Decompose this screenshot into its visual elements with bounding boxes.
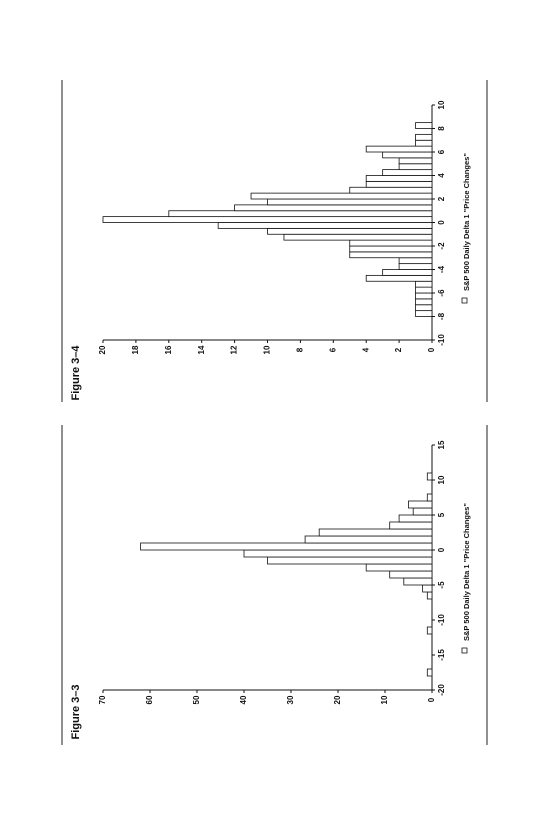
bar [412,507,433,516]
bar [382,151,433,159]
bar [349,239,433,247]
bar [403,577,433,586]
bar [243,549,433,558]
x-tick-label: -10 [437,614,446,626]
y-tick-label: 70 [98,695,107,704]
y-tick-label: 6 [328,347,337,352]
bar [398,163,433,171]
bar [415,133,433,141]
bar [250,192,433,200]
bar [382,169,433,176]
bar [318,528,433,537]
y-tick-label: 50 [192,695,201,704]
y-tick-label: 20 [98,345,107,354]
bar [267,556,433,565]
bar [349,245,433,253]
bar [389,570,433,579]
bar [382,269,433,276]
bar [415,122,433,129]
bar [365,563,433,572]
legend-marker [461,297,468,304]
y-tick-label: 40 [239,695,248,704]
bar [426,493,433,502]
x-tick-label: 15 [437,440,446,449]
chart-title: Figure 3–4 [70,345,82,401]
x-tick-label: 5 [437,512,446,517]
bar [365,175,433,182]
x-tick-label: 10 [437,475,446,484]
y-tick-label: 2 [394,347,403,352]
bar [349,186,433,194]
x-tick-label: 10 [437,100,446,109]
x-tick-label: -5 [437,581,446,589]
bar [349,251,433,259]
bar [283,233,433,241]
x-tick-label: -20 [437,684,446,696]
y-tick-label: 20 [333,695,342,704]
x-tick-label: 8 [437,126,446,131]
x-tick-label: -4 [437,265,446,273]
bar [415,292,433,300]
x-tick-label: -6 [437,289,446,297]
bar [426,626,433,635]
bar [415,139,433,147]
x-tick-label: 0 [437,220,446,225]
bar [102,216,433,223]
y-tick-label: 0 [427,697,436,702]
x-tick-label: 2 [437,196,446,201]
bar [267,198,433,206]
bar [415,298,433,306]
bar [365,145,433,153]
bar [168,210,433,218]
legend-label: S&P 500 Daily Delta 1 "Price Changes" [462,153,471,291]
y-tick-label: 14 [197,345,206,354]
x-tick-label: 6 [437,149,446,154]
bar [426,668,433,677]
y-tick-label: 18 [131,345,140,354]
y-tick-label: 8 [296,347,305,352]
bar [398,514,433,523]
y-tick-label: 10 [263,345,272,354]
y-tick-label: 30 [286,695,295,704]
x-tick-label: -15 [437,649,446,661]
bar [426,591,433,600]
legend-label: S&P 500 Daily Delta 1 "Price Changes" [462,503,471,641]
bar [422,584,433,593]
bar [415,304,433,312]
y-tick-label: 60 [145,695,154,704]
bar [398,263,433,270]
x-tick-label: -8 [437,312,446,320]
bar [398,257,433,265]
bar [365,180,433,188]
bar [415,286,433,294]
bar [415,310,433,317]
bar [415,280,433,288]
bar [398,157,433,165]
y-tick-label: 10 [380,695,389,704]
bar [408,500,433,509]
bar [140,542,433,551]
bar [304,535,433,544]
y-tick-label: 4 [361,347,370,352]
bar [234,204,433,212]
chart-title: Figure 3–3 [70,684,82,739]
y-tick-label: 16 [164,345,173,354]
x-tick-label: 0 [437,547,446,552]
x-tick-label: -2 [437,242,446,250]
bar [365,274,433,282]
bar [267,227,433,235]
bar [389,521,433,530]
y-tick-label: 0 [427,347,436,352]
bar [217,222,433,229]
legend-marker [461,647,468,654]
y-tick-label: 12 [230,345,239,354]
x-tick-label: 4 [437,173,446,178]
bar [426,472,433,481]
x-tick-label: -10 [437,334,446,346]
